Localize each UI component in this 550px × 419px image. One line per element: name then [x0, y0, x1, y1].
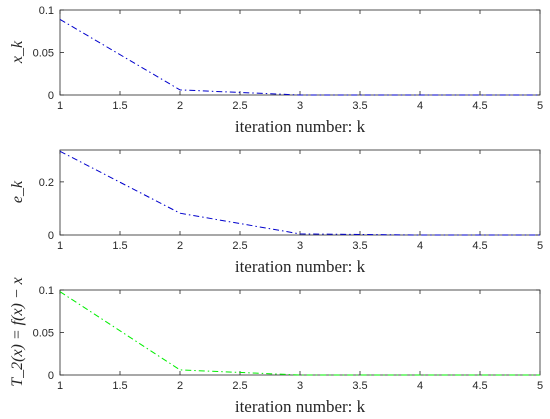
x-tick-label: 1.5: [112, 100, 127, 112]
series-2: [59, 150, 540, 236]
x-tick-label: 4.5: [472, 380, 487, 392]
series-line: [59, 18, 540, 96]
x-tick-label: 4.5: [472, 240, 487, 252]
x-tick-label: 3: [297, 240, 303, 252]
x-tick-label: 3.5: [352, 100, 367, 112]
x-ticks-2: 1 1.5 2 2.5 3 3.5 4 4.5 5: [57, 150, 543, 252]
x-tick-label: 2: [177, 100, 183, 112]
x-tick-label: 3: [297, 100, 303, 112]
x-tick-label: 4: [417, 240, 423, 252]
x-tick-label: 4: [417, 380, 423, 392]
x-tick-label: 5: [537, 100, 543, 112]
axes-frame-3: [59, 289, 541, 376]
x-tick-label: 3.5: [352, 240, 367, 252]
y-tick-label: 0: [48, 90, 54, 102]
series-line: [59, 150, 540, 236]
x-axis-label-1: iteration number: k: [235, 117, 366, 136]
x-tick-label: 2.5: [232, 100, 247, 112]
x-tick-label: 2: [177, 240, 183, 252]
panel-3: 0 0.05 0.1 1 1.5 2 2.5 3 3.5 4 4.5 5 iteration num…: [9, 277, 543, 416]
axes-frame-2: [59, 149, 541, 236]
x-tick-label: 4: [417, 100, 423, 112]
axes-frame-1: [59, 9, 541, 96]
x-axis-label-2: iteration number: k: [235, 257, 366, 276]
series-3: [59, 291, 540, 376]
x-tick-label: 1: [57, 240, 63, 252]
x-tick-label: 3.5: [352, 380, 367, 392]
x-tick-label: 2.5: [232, 240, 247, 252]
y-tick-label: 0.05: [33, 48, 54, 60]
x-ticks-3: 1 1.5 2 2.5 3 3.5 4 4.5 5: [57, 290, 543, 392]
y-axis-label-1: x_k: [9, 40, 26, 64]
y-tick-label: 0.1: [39, 5, 54, 17]
y-axis-label-3: T_2(x) = f(x) − x: [9, 277, 26, 387]
x-ticks-1: 1 1.5 2 2.5 3 3.5 4 4.5 5: [57, 10, 543, 112]
x-tick-label: 3: [297, 380, 303, 392]
x-tick-label: 4.5: [472, 100, 487, 112]
y-tick-label: 0.05: [33, 328, 54, 340]
y-tick-label: 0.1: [39, 285, 54, 297]
series-1: [59, 18, 540, 96]
x-tick-label: 2: [177, 380, 183, 392]
x-axis-label-3: iteration number: k: [235, 397, 366, 416]
y-axis-label-2: e_k: [9, 180, 26, 203]
x-tick-label: 1: [57, 100, 63, 112]
y-ticks-3: 0 0.05 0.1: [33, 285, 540, 382]
x-tick-label: 1: [57, 380, 63, 392]
series-line: [59, 291, 540, 376]
panel-2: 0 0.2 1 1.5 2 2.5 3 3.5 4 4.5 5 iteration number:…: [9, 149, 543, 276]
panel-1: 0 0.05 0.1 1 1.5 2 2.5 3 3.5 4 4.5 5 iteration num…: [9, 5, 543, 136]
y-tick-label: 0.2: [39, 177, 54, 189]
x-tick-label: 5: [537, 380, 543, 392]
x-tick-label: 1.5: [112, 240, 127, 252]
y-tick-label: 0: [48, 230, 54, 242]
x-tick-label: 1.5: [112, 380, 127, 392]
x-tick-label: 5: [537, 240, 543, 252]
y-tick-label: 0: [48, 370, 54, 382]
y-ticks-1: 0 0.05 0.1: [33, 5, 540, 102]
x-tick-label: 2.5: [232, 380, 247, 392]
